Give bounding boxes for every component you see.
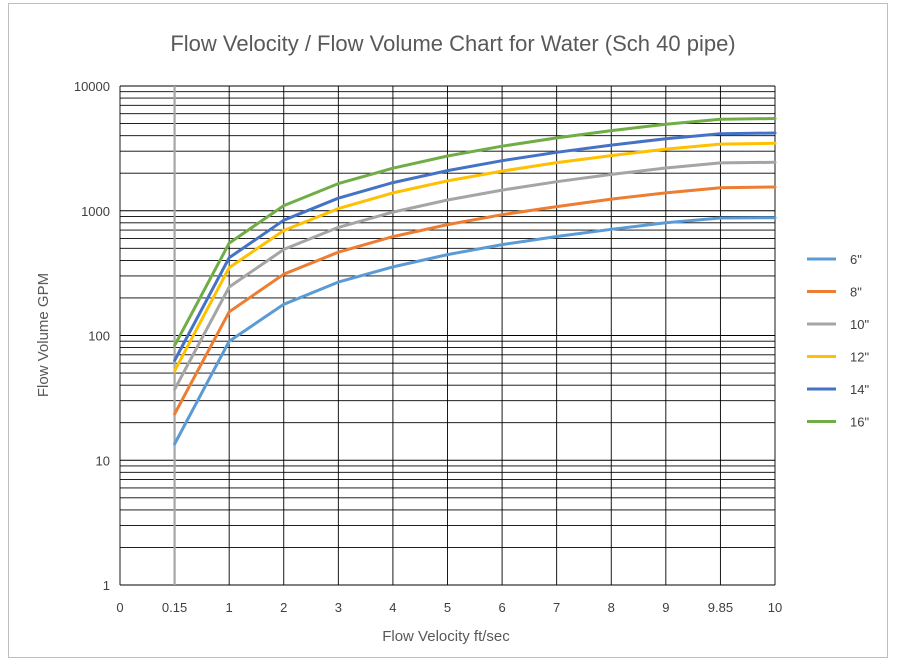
series-line: [173, 131, 777, 362]
y-tick-label: 100: [88, 329, 110, 344]
grid: [119, 85, 776, 586]
series-line: [173, 185, 777, 416]
x-axis-label: Flow Velocity ft/sec: [382, 628, 510, 645]
x-tick-label: 10: [768, 600, 782, 615]
x-axis-ticks: 0 0.15 1 2 3 4 5 6 7 8 9 9.85 10: [116, 600, 782, 615]
x-tick-label: 3: [335, 600, 342, 615]
x-tick-label: 0.15: [162, 600, 187, 615]
x-tick-label: 7: [553, 600, 560, 615]
x-tick-label: 8: [608, 600, 615, 615]
x-tick-label: 0: [116, 600, 123, 615]
chart-frame: [8, 3, 888, 658]
y-axis-label: Flow Volume GPM: [35, 273, 52, 397]
y-tick-label: 10: [96, 453, 110, 468]
x-tick-label: 1: [226, 600, 233, 615]
x-tick-label: 4: [389, 600, 396, 615]
y-axis-ticks: 1 10 100 1000 10000: [74, 79, 110, 593]
x-tick-label: 9: [662, 600, 669, 615]
x-tick-label: 6: [498, 600, 505, 615]
y-tick-label: 10000: [74, 79, 110, 94]
series-line: [173, 216, 777, 446]
chart-title: Flow Velocity / Flow Volume Chart for Wa…: [170, 31, 735, 56]
series-line: [173, 160, 777, 391]
x-tick-label: 5: [444, 600, 451, 615]
legend-label: 8": [850, 285, 862, 300]
series-line: [173, 141, 777, 373]
legend-label: 16": [850, 415, 869, 430]
y-tick-label: 1000: [81, 204, 110, 219]
legend-label: 12": [850, 350, 869, 365]
x-tick-label: 2: [280, 600, 287, 615]
series-line: [173, 117, 777, 348]
plot-series: [173, 117, 777, 446]
legend-label: 10": [850, 317, 869, 332]
x-tick-label: 9.85: [708, 600, 733, 615]
legend-label: 14": [850, 382, 869, 397]
y-tick-label: 1: [103, 578, 110, 593]
legend-label: 6": [850, 252, 862, 267]
legend: 6" 8" 10" 12" 14" 16": [807, 252, 869, 430]
